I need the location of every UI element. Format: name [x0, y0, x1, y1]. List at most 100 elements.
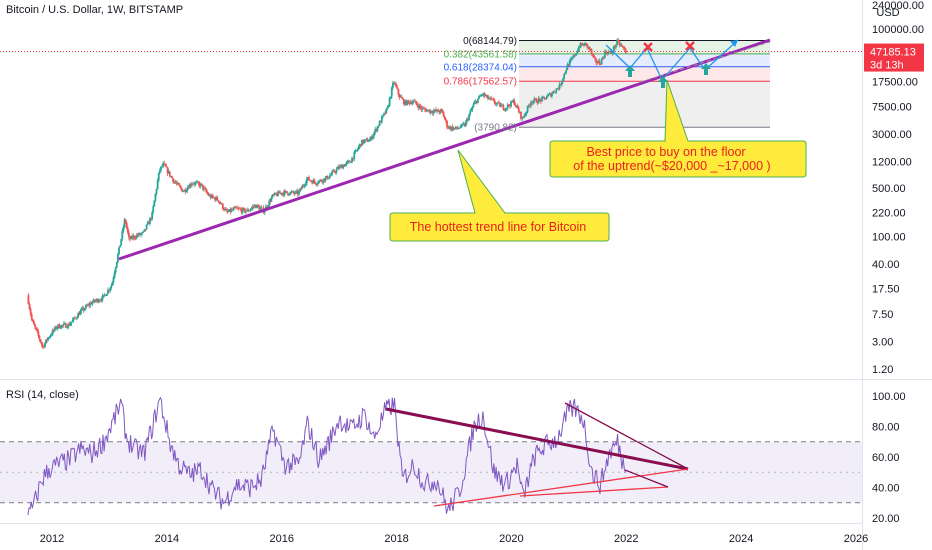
- candle-body: [199, 183, 202, 187]
- candle-body: [327, 177, 330, 179]
- candle-body: [131, 236, 134, 239]
- candle-body: [241, 208, 244, 213]
- fib-label-0382: 0.382(43561.58): [444, 49, 517, 60]
- candle-body: [134, 237, 137, 239]
- candle-body: [270, 197, 273, 202]
- last-price-tag[interactable]: 47185.13 3d 13h: [864, 43, 924, 72]
- candle-body: [150, 218, 152, 220]
- candle-body: [386, 107, 389, 109]
- candle-body: [27, 295, 30, 304]
- candle-body: [463, 123, 466, 127]
- trend-line[interactable]: [118, 38, 771, 261]
- candle-body: [31, 319, 34, 322]
- candle-body: [183, 189, 186, 192]
- candle-body: [306, 177, 309, 179]
- candle-body: [525, 111, 528, 114]
- candle-body: [248, 210, 251, 212]
- candle-body: [610, 51, 613, 54]
- candle-body: [104, 294, 107, 296]
- candle-body: [622, 46, 625, 49]
- candle-body: [268, 200, 271, 206]
- candle-body: [492, 99, 495, 100]
- candle-body: [564, 72, 567, 75]
- candle-body: [587, 46, 590, 48]
- candle-body: [253, 205, 256, 207]
- candle-body: [551, 93, 553, 97]
- candle-body: [552, 91, 554, 94]
- candle-body: [379, 121, 382, 123]
- candle-body: [421, 108, 424, 110]
- candle-body: [410, 102, 413, 104]
- candle-body: [373, 132, 376, 136]
- callout-buy-floor[interactable]: Best price to buy on the floor of the up…: [549, 79, 807, 178]
- rsi-pane[interactable]: [0, 396, 862, 516]
- candle-body: [522, 116, 525, 118]
- candle-body: [566, 64, 569, 70]
- candle-body: [319, 179, 321, 181]
- candle-body: [225, 209, 228, 211]
- candle-body: [312, 180, 315, 184]
- candle-body: [338, 166, 341, 169]
- price-tick-label: 17500.00: [872, 76, 918, 88]
- fibonacci-retracement[interactable]: [519, 40, 770, 128]
- candle-body: [49, 335, 52, 337]
- drawing-overlays[interactable]: [118, 38, 771, 507]
- candle-body: [504, 108, 507, 111]
- candle-body: [256, 204, 258, 208]
- callout-trend-line[interactable]: The hottest trend line for Bitcoin: [389, 149, 610, 242]
- candle-body: [464, 121, 467, 127]
- candle-body: [163, 163, 166, 164]
- candle-body: [81, 307, 84, 310]
- candle-body: [621, 45, 624, 47]
- candle-body: [269, 200, 272, 202]
- price-tick-label: 3000.00: [872, 129, 912, 141]
- candle-body: [428, 109, 431, 113]
- candle-body: [336, 166, 339, 169]
- rsi-wedge-edge[interactable]: [624, 469, 669, 488]
- fib-label-0618: 0.618(28374.04): [444, 62, 517, 73]
- candle-body: [96, 299, 98, 301]
- candle-body: [536, 102, 539, 104]
- candle-body: [542, 97, 544, 98]
- rsi-axis[interactable]: 100.00 80.00 60.00 40.00 20.00: [872, 391, 906, 525]
- candle-body: [490, 97, 493, 99]
- candle-body: [584, 42, 586, 46]
- candle-body: [298, 191, 300, 195]
- rsi-triangle-upper[interactable]: [564, 402, 689, 470]
- rsi-descending-trendline[interactable]: [385, 407, 689, 471]
- candle-body: [282, 192, 285, 196]
- candle-body: [59, 327, 62, 329]
- candle-body: [217, 200, 220, 202]
- candle-body: [86, 305, 88, 307]
- candle-body: [344, 164, 347, 167]
- candle-body: [37, 331, 40, 336]
- candle-body: [365, 139, 368, 140]
- candle-body: [461, 124, 464, 125]
- candle-body: [223, 208, 225, 211]
- candle-body: [283, 190, 286, 196]
- rsi-support-line[interactable]: [433, 468, 689, 507]
- candle-body: [28, 303, 31, 309]
- candle-body: [579, 42, 582, 48]
- candle-body: [103, 294, 106, 296]
- rsi-support-line-2[interactable]: [519, 486, 669, 497]
- candle-body: [30, 314, 33, 320]
- candle-body: [51, 330, 54, 335]
- candle-body: [393, 82, 395, 84]
- fib-zone: [519, 53, 770, 67]
- candle-body: [115, 261, 118, 268]
- rsi-line[interactable]: [27, 396, 626, 516]
- price-tick-label: 3.00: [872, 337, 893, 349]
- candle-body: [29, 308, 32, 315]
- candle-body: [38, 335, 41, 340]
- candle-body: [450, 126, 453, 130]
- candle-body: [391, 83, 394, 88]
- candle-body: [109, 288, 112, 291]
- candle-body: [562, 78, 564, 82]
- candle-body: [130, 236, 133, 240]
- time-axis[interactable]: 2012 2014 2016 2018 2020 2022 2024 2026: [40, 533, 868, 545]
- price-pane[interactable]: [0, 37, 862, 350]
- candle-body: [237, 208, 240, 210]
- candle-body: [334, 172, 337, 173]
